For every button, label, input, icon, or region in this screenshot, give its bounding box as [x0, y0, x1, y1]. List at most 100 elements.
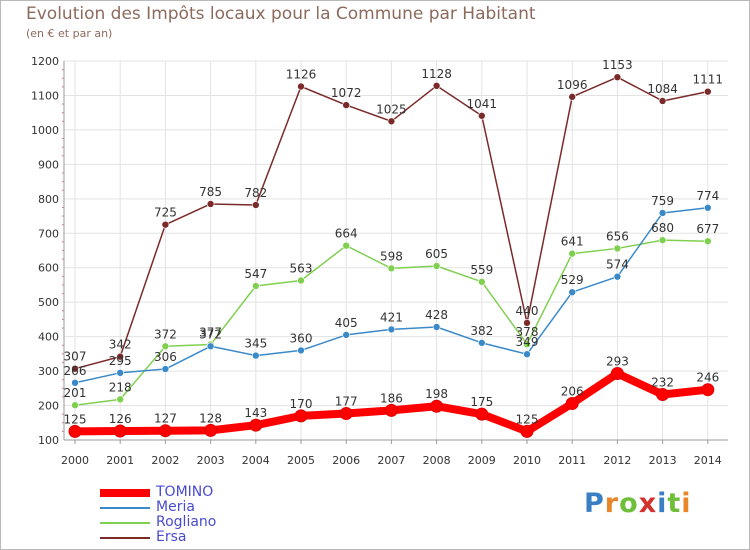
data-label-meria: 372	[199, 327, 222, 341]
y-tick-label: 900	[38, 158, 59, 171]
data-point-ersa	[568, 93, 577, 101]
data-point-meria	[703, 203, 712, 212]
data-point-tomino	[475, 407, 489, 421]
data-label-meria: 295	[109, 354, 132, 368]
legend-item-tomino: TOMINO	[100, 485, 216, 500]
data-label-rogliano: 201	[64, 386, 87, 400]
data-label-meria: 382	[470, 324, 493, 338]
data-label-rogliano: 563	[290, 261, 313, 275]
data-point-ersa	[523, 319, 531, 327]
data-label-rogliano: 605	[425, 247, 448, 261]
data-point-meria	[613, 272, 622, 281]
data-label-meria: 421	[380, 310, 403, 324]
data-label-rogliano: 218	[109, 380, 132, 394]
data-point-rogliano	[342, 241, 351, 250]
proxiti-logo: Proxiti	[584, 488, 692, 519]
data-label-rogliano: 378	[516, 325, 539, 339]
data-label-rogliano: 377	[199, 326, 222, 340]
data-point-tomino	[384, 403, 398, 417]
data-label-rogliano: 664	[335, 227, 358, 241]
y-tick-label: 500	[38, 296, 59, 309]
data-label-tomino: 293	[606, 355, 629, 369]
legend-label: TOMINO	[156, 484, 214, 500]
legend-item-meria: Meria	[100, 500, 216, 515]
x-tick-label: 2011	[558, 454, 586, 467]
legend-item-rogliano: Rogliano	[100, 515, 216, 530]
data-label-ersa: 1128	[421, 67, 452, 81]
data-label-ersa: 1041	[467, 97, 498, 111]
data-label-ersa: 1096	[557, 78, 588, 92]
data-label-ersa: 440	[516, 304, 539, 318]
data-label-ersa: 1025	[376, 102, 407, 116]
data-point-ersa	[116, 352, 124, 361]
y-tick-label: 300	[38, 365, 59, 378]
x-tick-label: 2012	[603, 454, 631, 467]
data-point-ersa	[613, 73, 622, 81]
data-point-meria	[206, 342, 215, 351]
data-label-ersa: 785	[199, 185, 222, 199]
data-point-rogliano	[703, 237, 712, 245]
data-label-tomino: 126	[109, 412, 132, 426]
data-label-tomino: 232	[651, 376, 674, 390]
data-point-meria	[252, 351, 260, 360]
data-label-tomino: 206	[561, 384, 584, 398]
data-point-rogliano	[387, 264, 396, 273]
data-label-tomino: 175	[470, 395, 493, 409]
data-point-meria	[387, 325, 396, 334]
y-tick-label: 400	[38, 331, 59, 344]
data-point-tomino	[610, 367, 624, 381]
y-tick-label: 800	[38, 193, 59, 206]
data-point-tomino	[656, 388, 670, 402]
chart-title: Evolution des Impôts locaux pour la Comm…	[26, 4, 536, 24]
data-label-meria: 266	[64, 364, 87, 378]
chart-subtitle: (en € et par an)	[26, 27, 113, 40]
legend: TOMINO Meria Rogliano Ersa	[100, 485, 216, 545]
legend-label: Rogliano	[156, 514, 217, 530]
y-tick-label: 200	[38, 400, 59, 413]
data-point-tomino	[158, 424, 172, 438]
data-label-tomino: 143	[244, 406, 267, 420]
data-point-tomino	[294, 409, 308, 423]
data-point-tomino	[430, 399, 444, 413]
data-point-rogliano	[613, 244, 622, 253]
data-label-meria: 428	[425, 308, 448, 322]
legend-swatch	[100, 506, 150, 509]
y-tick-label: 1100	[31, 89, 59, 102]
data-point-ersa	[252, 201, 260, 209]
legend-item-ersa: Ersa	[100, 530, 216, 545]
data-point-rogliano	[658, 236, 667, 244]
data-label-tomino: 125	[516, 412, 539, 426]
data-point-rogliano	[252, 282, 260, 290]
data-point-rogliano	[297, 276, 305, 285]
data-point-tomino	[520, 424, 534, 438]
data-label-ersa: 307	[64, 350, 87, 364]
data-label-ersa: 342	[109, 338, 132, 352]
data-label-meria: 529	[561, 273, 584, 287]
data-point-meria	[432, 323, 441, 331]
data-point-meria	[71, 379, 79, 387]
data-point-tomino	[249, 418, 263, 432]
data-label-rogliano: 656	[606, 229, 629, 243]
x-tick-label: 2007	[377, 454, 405, 467]
y-tick-label: 600	[38, 262, 59, 275]
data-label-ersa: 782	[244, 186, 267, 200]
x-tick-label: 2001	[106, 454, 134, 467]
data-label-tomino: 170	[290, 397, 313, 411]
data-point-meria	[161, 365, 170, 373]
data-point-rogliano	[568, 249, 577, 258]
data-point-rogliano	[432, 262, 441, 270]
data-point-ersa	[297, 82, 305, 91]
data-label-ersa: 1126	[286, 67, 317, 81]
data-label-rogliano: 372	[154, 327, 177, 341]
data-point-meria	[477, 339, 486, 347]
data-label-rogliano: 547	[244, 267, 267, 281]
x-tick-label: 2004	[242, 454, 270, 467]
data-label-meria: 774	[696, 189, 719, 203]
data-label-meria: 349	[516, 335, 539, 349]
data-point-meria	[297, 346, 305, 355]
data-label-tomino: 128	[199, 411, 222, 425]
y-tick-label: 700	[38, 227, 59, 240]
data-point-meria	[658, 209, 667, 217]
y-tick-label: 1200	[31, 55, 59, 68]
